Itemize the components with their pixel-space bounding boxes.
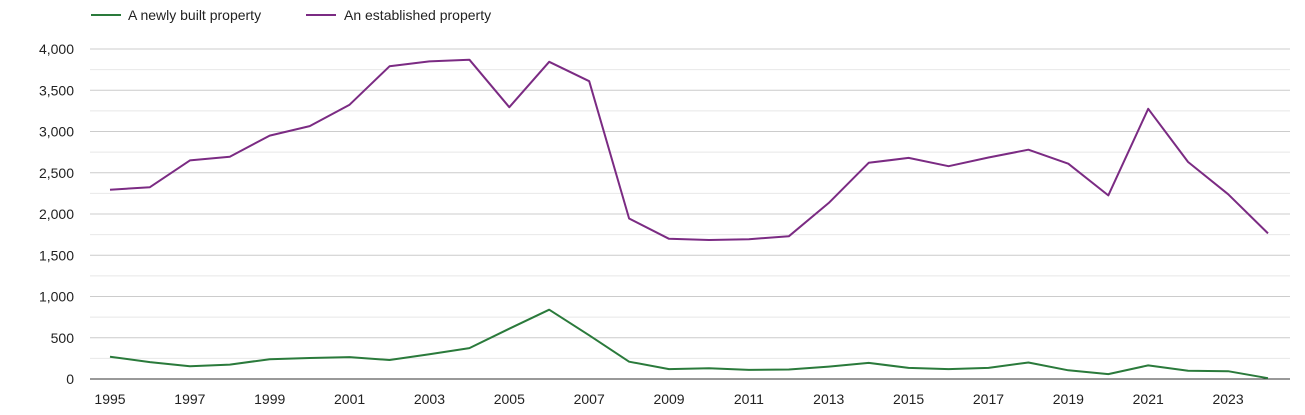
x-tick-label: 2023: [1212, 391, 1243, 407]
legend: A newly built property An established pr…: [91, 7, 491, 23]
legend-label-established: An established property: [344, 7, 491, 23]
x-axis-ticks: 1995 1997 1999 2001 2003 2005 2007 2009 2011 2013…: [94, 391, 1243, 407]
x-tick-label: 1995: [94, 391, 125, 407]
x-tick-label: 2019: [1053, 391, 1084, 407]
y-tick-label: 2,500: [39, 165, 74, 181]
y-tick-label: 0: [66, 371, 74, 387]
x-tick-label: 2003: [414, 391, 445, 407]
x-tick-label: 2005: [494, 391, 525, 407]
series-line-established: [109, 58, 1269, 241]
x-tick-label: 2011: [734, 391, 764, 407]
legend-label-newly-built: A newly built property: [128, 7, 261, 23]
x-tick-label: 2007: [574, 391, 605, 407]
x-tick-label: 1997: [174, 391, 205, 407]
x-tick-label: 2013: [813, 391, 844, 407]
x-tick-label: 2017: [973, 391, 1004, 407]
y-tick-label: 2,000: [39, 206, 74, 222]
x-tick-label: 1999: [254, 391, 285, 407]
y-tick-label: 1,500: [39, 247, 74, 263]
y-tick-label: 500: [51, 330, 75, 346]
grid: [90, 48, 1290, 380]
y-tick-label: 4,000: [39, 41, 74, 57]
y-tick-label: 3,000: [39, 124, 74, 140]
x-tick-label: 2021: [1133, 391, 1164, 407]
y-tick-label: 3,500: [39, 82, 74, 98]
x-tick-label: 2001: [334, 391, 365, 407]
y-axis-ticks: 0 500 1,000 1,500 2,000 2,500 3,000 3,500 4,000: [39, 41, 74, 387]
series-lines: [109, 58, 1269, 380]
y-tick-label: 1,000: [39, 289, 74, 305]
x-tick-label: 2009: [653, 391, 684, 407]
x-tick-label: 2015: [893, 391, 924, 407]
series-line-newly-built: [109, 308, 1269, 380]
